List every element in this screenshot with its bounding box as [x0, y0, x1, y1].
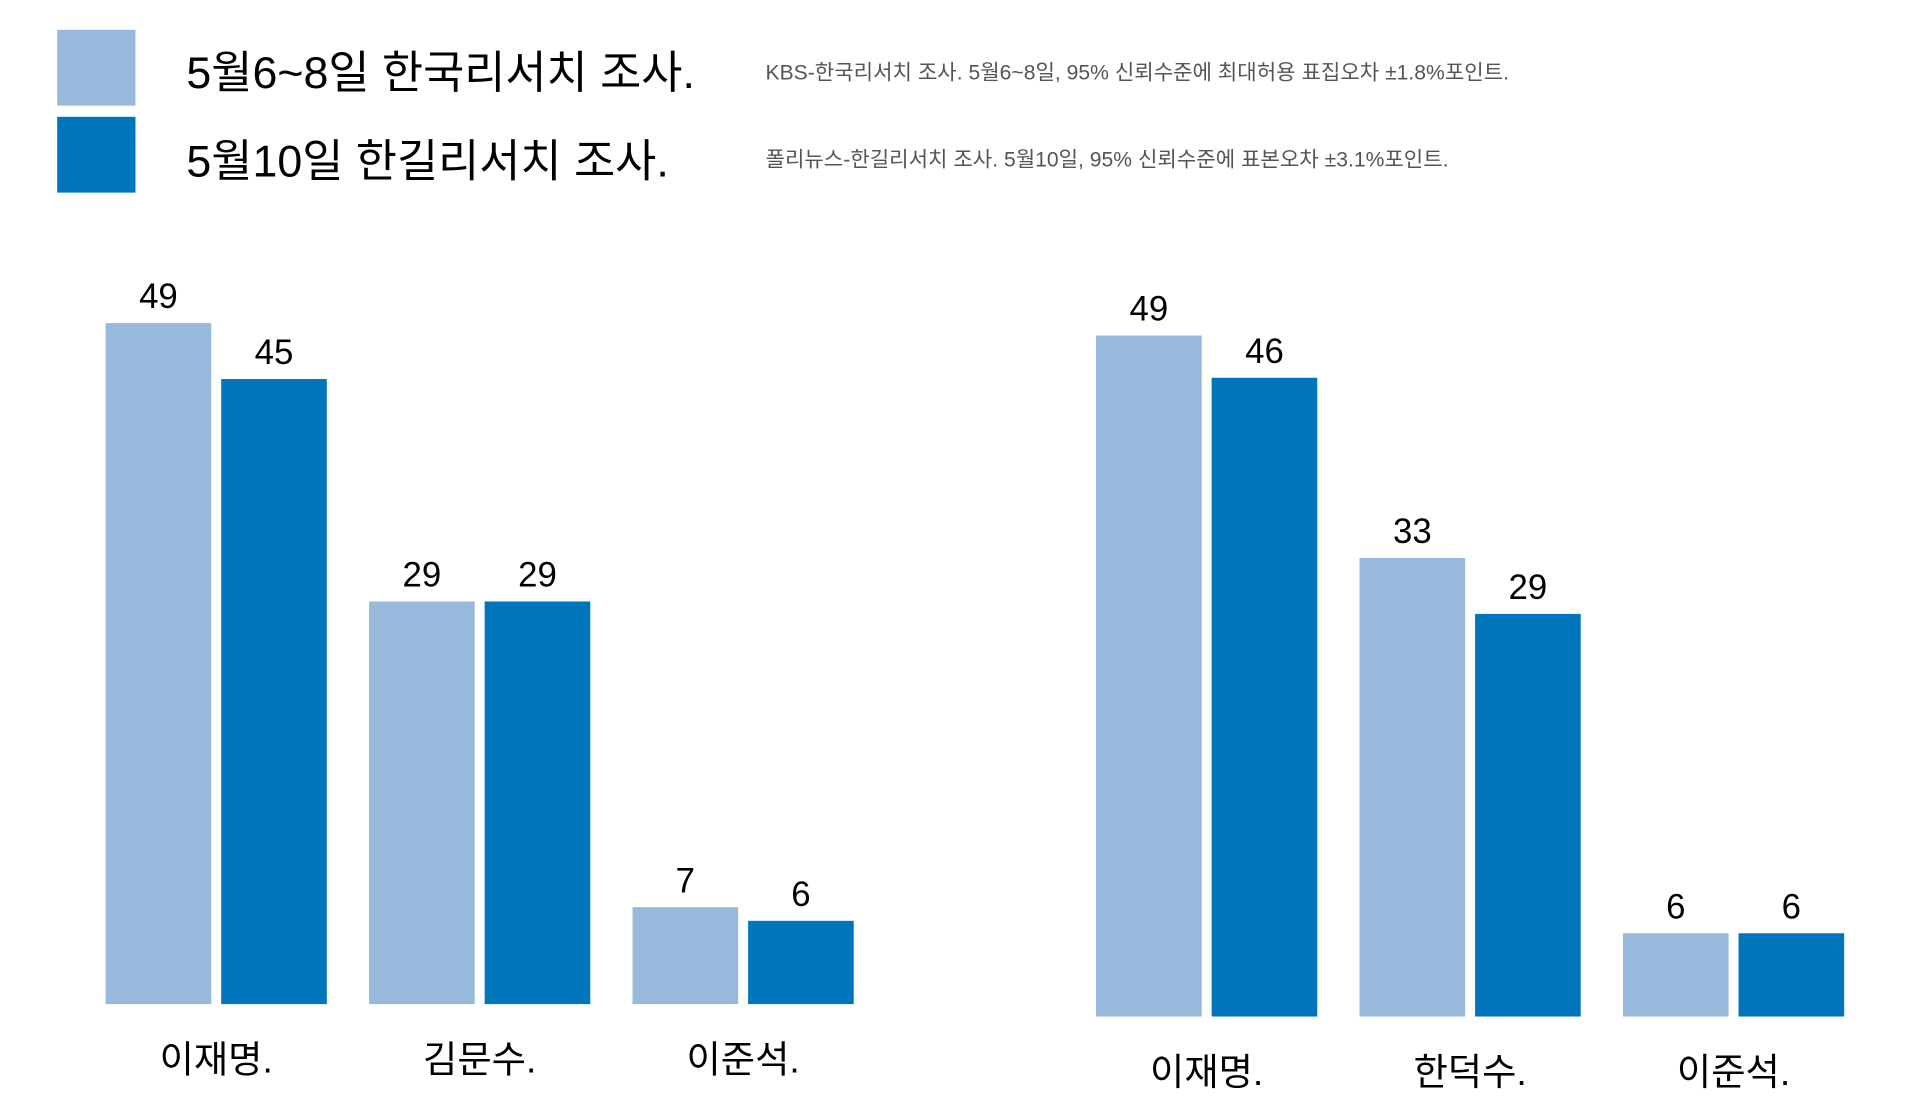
data-label: 7	[675, 860, 696, 900]
data-label: 33	[1392, 511, 1432, 551]
category-label: 이준석.	[1676, 1052, 1791, 1094]
data-label: 6	[1666, 887, 1686, 926]
bar-survey2	[484, 601, 591, 1005]
bar-survey1	[105, 323, 212, 1005]
data-label: 45	[254, 332, 294, 372]
legend-swatch-survey2	[57, 116, 136, 193]
data-label: 29	[402, 555, 442, 594]
legend-title-survey2: 5월10일 한길리서치 조사.	[186, 135, 669, 187]
data-label: 46	[1245, 331, 1284, 370]
bar-survey2	[1738, 933, 1845, 1017]
bar-survey1	[1359, 557, 1466, 1017]
bar-survey2	[748, 920, 854, 1005]
data-label: 29	[1508, 567, 1548, 607]
legend-swatch-survey1	[57, 29, 136, 106]
legend-note-survey1: KBS-한국리서치 조사. 5월6~8일, 95% 신뢰수준에 최대허용 표집오…	[765, 60, 1510, 85]
legend-note-survey2: 폴리뉴스-한길리서치 조사. 5월10일, 95% 신뢰수준에 표본오차 ±3.…	[765, 147, 1449, 172]
bar-survey1	[1622, 933, 1729, 1017]
data-label: 6	[791, 874, 811, 914]
bar-survey1	[632, 906, 739, 1005]
data-label: 29	[518, 555, 557, 594]
bar-survey2	[221, 378, 327, 1005]
bar-survey1	[1096, 335, 1202, 1017]
bar-survey2	[1475, 613, 1581, 1017]
data-label: 49	[1129, 289, 1169, 329]
bar-survey1	[369, 601, 475, 1005]
legend-title-survey1: 5월6~8일 한국리서치 조사.	[186, 47, 695, 99]
data-label: 6	[1781, 887, 1802, 926]
category-label: 한덕수.	[1413, 1052, 1527, 1094]
category-label: 이준석.	[686, 1040, 800, 1082]
category-label: 이재명.	[159, 1040, 273, 1082]
bar-survey2	[1211, 377, 1318, 1017]
data-label: 49	[139, 277, 178, 316]
category-label: 이재명.	[1150, 1052, 1264, 1094]
category-label: 김문수.	[423, 1040, 537, 1082]
